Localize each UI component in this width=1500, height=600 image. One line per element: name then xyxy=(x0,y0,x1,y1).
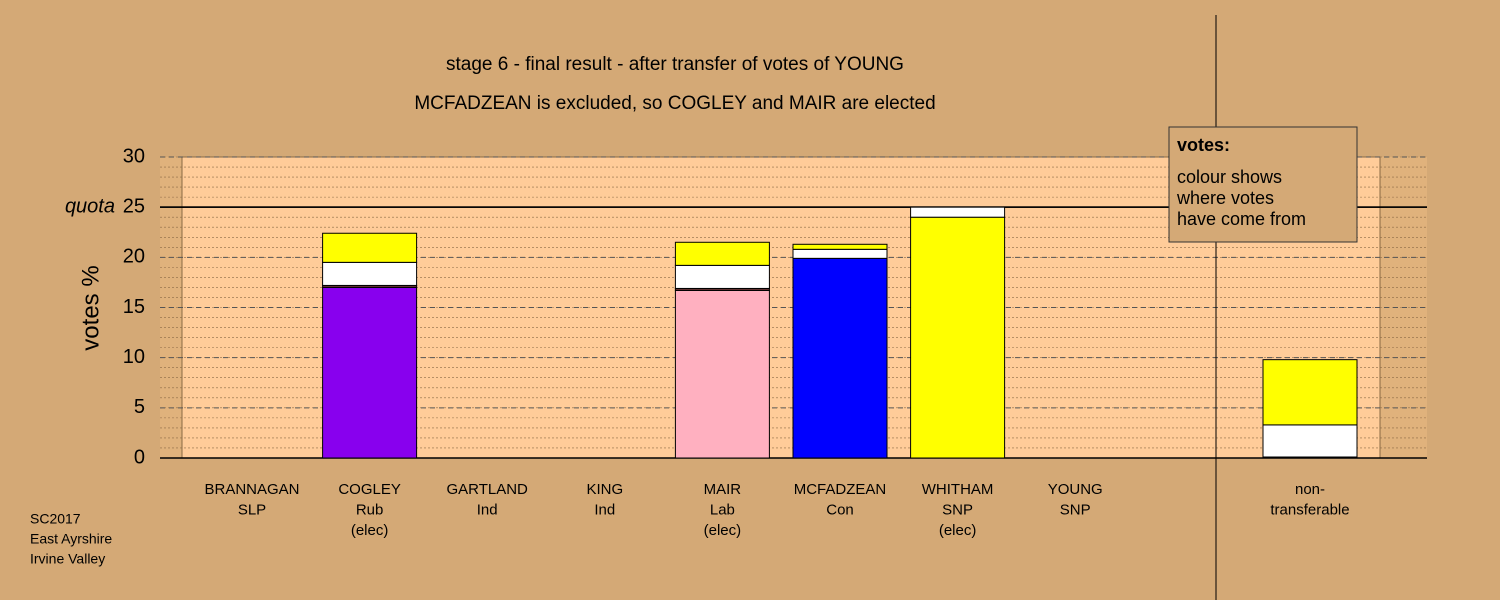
bar-segment xyxy=(322,261,418,286)
y-tick-label: 0 xyxy=(134,446,145,468)
x-tick-label: SNP xyxy=(1060,501,1091,518)
x-tick-label: WHITHAM xyxy=(922,481,994,498)
bar-segment xyxy=(1262,359,1358,426)
footnote: SC2017 xyxy=(30,511,81,527)
x-tick-label: non- xyxy=(1295,481,1325,498)
x-tick-label: (elec) xyxy=(939,522,977,539)
bar-segment xyxy=(674,264,770,289)
y-tick-label: 15 xyxy=(123,296,145,318)
x-tick-label: SLP xyxy=(238,501,266,518)
x-tick-label: (elec) xyxy=(351,522,389,539)
chart-subtitle: MCFADZEAN is excluded, so COGLEY and MAI… xyxy=(414,93,935,114)
y-tick-label: 25 xyxy=(123,195,145,217)
x-tick-label: Ind xyxy=(594,501,615,518)
x-tick-label: Lab xyxy=(710,501,735,518)
x-tick-label: Con xyxy=(826,501,854,518)
legend-frame xyxy=(1168,126,1358,243)
y-tick-label: 10 xyxy=(123,346,145,368)
x-tick-label: transferable xyxy=(1270,501,1349,518)
legend-box: votes: colour shows where votes have com… xyxy=(1168,126,1358,243)
y-axis-label: votes % xyxy=(77,265,104,350)
footnote: East Ayrshire xyxy=(30,531,112,547)
bar-segment xyxy=(674,289,770,459)
bar-segment xyxy=(792,243,888,250)
x-tick-label: GARTLAND xyxy=(446,481,528,498)
legend-line: where votes xyxy=(1176,188,1274,208)
y-tick-label: 20 xyxy=(123,246,145,268)
y-tick-label: 5 xyxy=(134,396,145,418)
bar-segment xyxy=(910,206,1006,218)
x-tick-label: MCFADZEAN xyxy=(794,481,887,498)
bar-segment xyxy=(1262,424,1358,458)
bar-segment xyxy=(322,286,418,459)
x-tick-label: BRANNAGAN xyxy=(204,481,299,498)
chart-title: stage 6 - final result - after transfer … xyxy=(446,54,904,75)
legend-title: votes: xyxy=(1177,135,1230,155)
bar-segment xyxy=(322,232,418,263)
y-tick-label: 30 xyxy=(123,145,145,167)
quota-label: quota xyxy=(65,195,115,217)
footnote: Irvine Valley xyxy=(30,551,105,567)
bar-segment xyxy=(674,241,770,266)
x-tick-label: KING xyxy=(586,481,623,498)
x-tick-label: Rub xyxy=(356,501,384,518)
bar-segment xyxy=(910,216,1006,459)
bar-segment xyxy=(792,257,888,459)
bars xyxy=(322,206,1358,459)
x-tick-label: YOUNG xyxy=(1048,481,1103,498)
x-tick-label: MAIR xyxy=(704,481,742,498)
legend-line: have come from xyxy=(1177,209,1306,229)
x-tick-label: COGLEY xyxy=(338,481,401,498)
x-tick-label: Ind xyxy=(477,501,498,518)
x-tick-label: SNP xyxy=(942,501,973,518)
x-tick-label: (elec) xyxy=(704,522,742,539)
legend-line: colour shows xyxy=(1177,167,1282,187)
bar-segment xyxy=(792,248,888,259)
